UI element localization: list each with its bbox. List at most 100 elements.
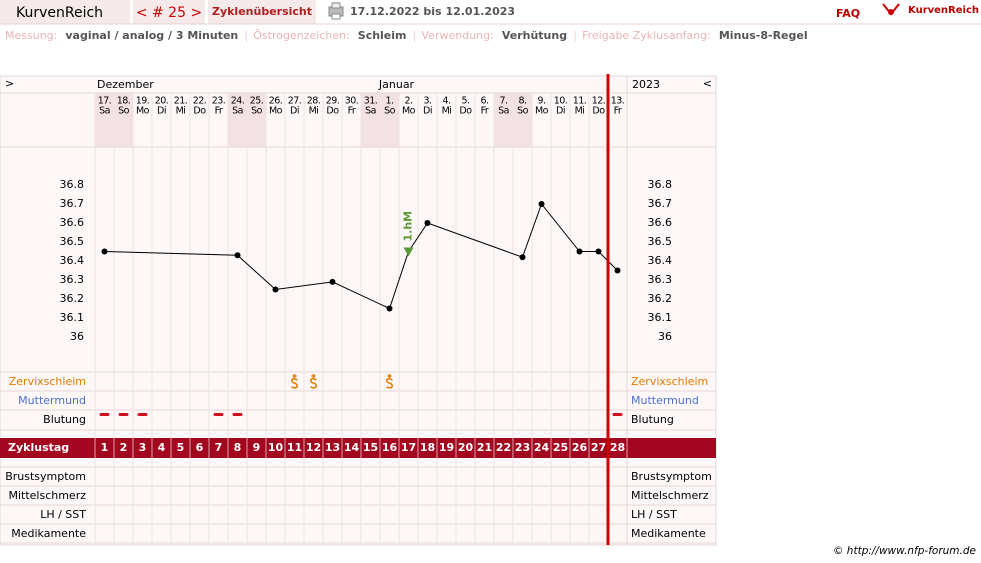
day-weekday: Fr bbox=[481, 106, 489, 117]
row-label: Brustsymptom bbox=[631, 470, 712, 483]
cycle-day-bar bbox=[0, 438, 716, 458]
day-weekday: Sa bbox=[498, 106, 509, 117]
row-label: Mittelschmerz bbox=[8, 489, 86, 502]
zervix-symbol bbox=[386, 374, 393, 389]
cycle-day: 12 bbox=[306, 441, 321, 454]
weekend-shade bbox=[380, 93, 399, 147]
row-label: Zervixschleim bbox=[631, 375, 708, 388]
cycle-day: 5 bbox=[177, 441, 185, 454]
y-tick-label: 36.6 bbox=[60, 216, 85, 229]
day-date: 27. bbox=[288, 96, 302, 107]
weekend-shade bbox=[114, 93, 133, 147]
cycle-day: 17 bbox=[401, 441, 416, 454]
day-date: 3. bbox=[423, 96, 431, 107]
day-date: 8. bbox=[518, 96, 526, 107]
bleeding-mark bbox=[232, 413, 243, 416]
info-value: Verhütung bbox=[502, 29, 567, 42]
day-date: 18. bbox=[117, 96, 131, 107]
y-tick-label: 36.1 bbox=[648, 311, 673, 324]
temperature-point bbox=[538, 201, 545, 207]
temperature-point bbox=[234, 252, 241, 259]
logo-icon bbox=[882, 3, 900, 16]
bleeding-mark bbox=[612, 413, 623, 416]
day-weekday: Mi bbox=[309, 106, 319, 117]
info-label: Freigabe Zyklusanfang: bbox=[582, 29, 711, 42]
month-label: Januar bbox=[378, 78, 415, 91]
cycle-day: 19 bbox=[439, 441, 454, 454]
day-date: 26. bbox=[269, 96, 283, 107]
cycle-day: 8 bbox=[234, 441, 242, 454]
y-tick-label: 36.6 bbox=[648, 216, 673, 229]
y-tick-label: 36.5 bbox=[60, 235, 85, 248]
day-weekday: Mi bbox=[575, 106, 585, 117]
temperature-point bbox=[329, 278, 336, 285]
y-tick-label: 36.7 bbox=[648, 197, 673, 210]
temperature-point bbox=[595, 248, 602, 255]
day-weekday: Mo bbox=[136, 106, 150, 117]
row-label: Muttermund bbox=[631, 394, 699, 407]
cycle-day: 26 bbox=[572, 441, 588, 454]
day-weekday: Di bbox=[556, 106, 565, 117]
bleeding-mark bbox=[99, 413, 110, 416]
cycle-day: 3 bbox=[139, 441, 147, 454]
year-label: 2023 bbox=[632, 78, 660, 91]
bleeding-mark bbox=[118, 413, 129, 416]
cycle-day: 6 bbox=[196, 441, 204, 454]
y-tick-label: 36.2 bbox=[648, 292, 673, 305]
cycle-day: 7 bbox=[215, 441, 223, 454]
cycle-day: 28 bbox=[610, 441, 625, 454]
month-label: Dezember bbox=[97, 78, 154, 91]
day-date: 29. bbox=[326, 96, 340, 107]
y-tick-label: 36 bbox=[70, 330, 84, 343]
y-tick-label: 36.4 bbox=[648, 254, 673, 267]
logo[interactable]: KurvenReich bbox=[16, 5, 103, 21]
y-tick-label: 36.3 bbox=[648, 273, 673, 286]
day-weekday: So bbox=[118, 106, 130, 117]
day-weekday: Fr bbox=[215, 106, 223, 117]
footer: © http://www.nfp-forum.de bbox=[833, 545, 976, 557]
faq-link[interactable]: FAQ bbox=[836, 7, 860, 20]
bleeding-mark bbox=[213, 413, 224, 416]
nav-left: > bbox=[5, 77, 14, 90]
day-date: 24. bbox=[231, 96, 245, 107]
row-label: LH / SST bbox=[40, 508, 86, 521]
day-weekday: Do bbox=[326, 106, 339, 117]
cycle-day: 16 bbox=[382, 441, 398, 454]
y-tick-label: 36.8 bbox=[60, 178, 85, 191]
printer-icon[interactable] bbox=[328, 2, 344, 20]
y-tick-label: 36.2 bbox=[60, 292, 85, 305]
day-weekday: Di bbox=[157, 106, 166, 117]
day-date: 9. bbox=[537, 96, 545, 107]
temperature-marker bbox=[403, 247, 414, 257]
row-label: Blutung bbox=[43, 413, 86, 426]
logo-right[interactable]: KurvenReich bbox=[908, 5, 979, 16]
cycle-day: 23 bbox=[515, 441, 530, 454]
separator: | bbox=[413, 29, 417, 42]
annotation: 1.hM bbox=[402, 211, 415, 242]
y-tick-label: 36.4 bbox=[60, 254, 85, 267]
date-range: 17.12.2022 bis 12.01.2023 bbox=[350, 5, 515, 18]
weekend-shade bbox=[228, 93, 247, 147]
cycle-day: 21 bbox=[477, 441, 492, 454]
day-date: 11. bbox=[573, 96, 587, 107]
y-tick-label: 36.8 bbox=[648, 178, 673, 191]
day-weekday: Mo bbox=[269, 106, 283, 117]
day-weekday: Fr bbox=[348, 106, 356, 117]
overview-link[interactable]: Zyklenübersicht bbox=[212, 5, 312, 18]
weekend-shade bbox=[361, 93, 380, 147]
logo-box bbox=[0, 0, 130, 24]
chart: > <Dezember Januar 202317.Sa18.So19.Mo20.Di… bbox=[0, 74, 717, 546]
day-weekday: Fr bbox=[614, 106, 622, 117]
row-label: Muttermund bbox=[18, 394, 86, 407]
cycle-nav[interactable]: < # 25 > bbox=[136, 5, 202, 21]
day-weekday: Sa bbox=[232, 106, 243, 117]
temperature-point bbox=[519, 254, 526, 261]
y-tick-label: 36.5 bbox=[648, 235, 673, 248]
day-date: 19. bbox=[136, 96, 150, 107]
cycle-day: 1 bbox=[101, 441, 109, 454]
day-date: 28. bbox=[307, 96, 321, 107]
row-label: Blutung bbox=[631, 413, 674, 426]
weekend-shade bbox=[494, 93, 513, 147]
